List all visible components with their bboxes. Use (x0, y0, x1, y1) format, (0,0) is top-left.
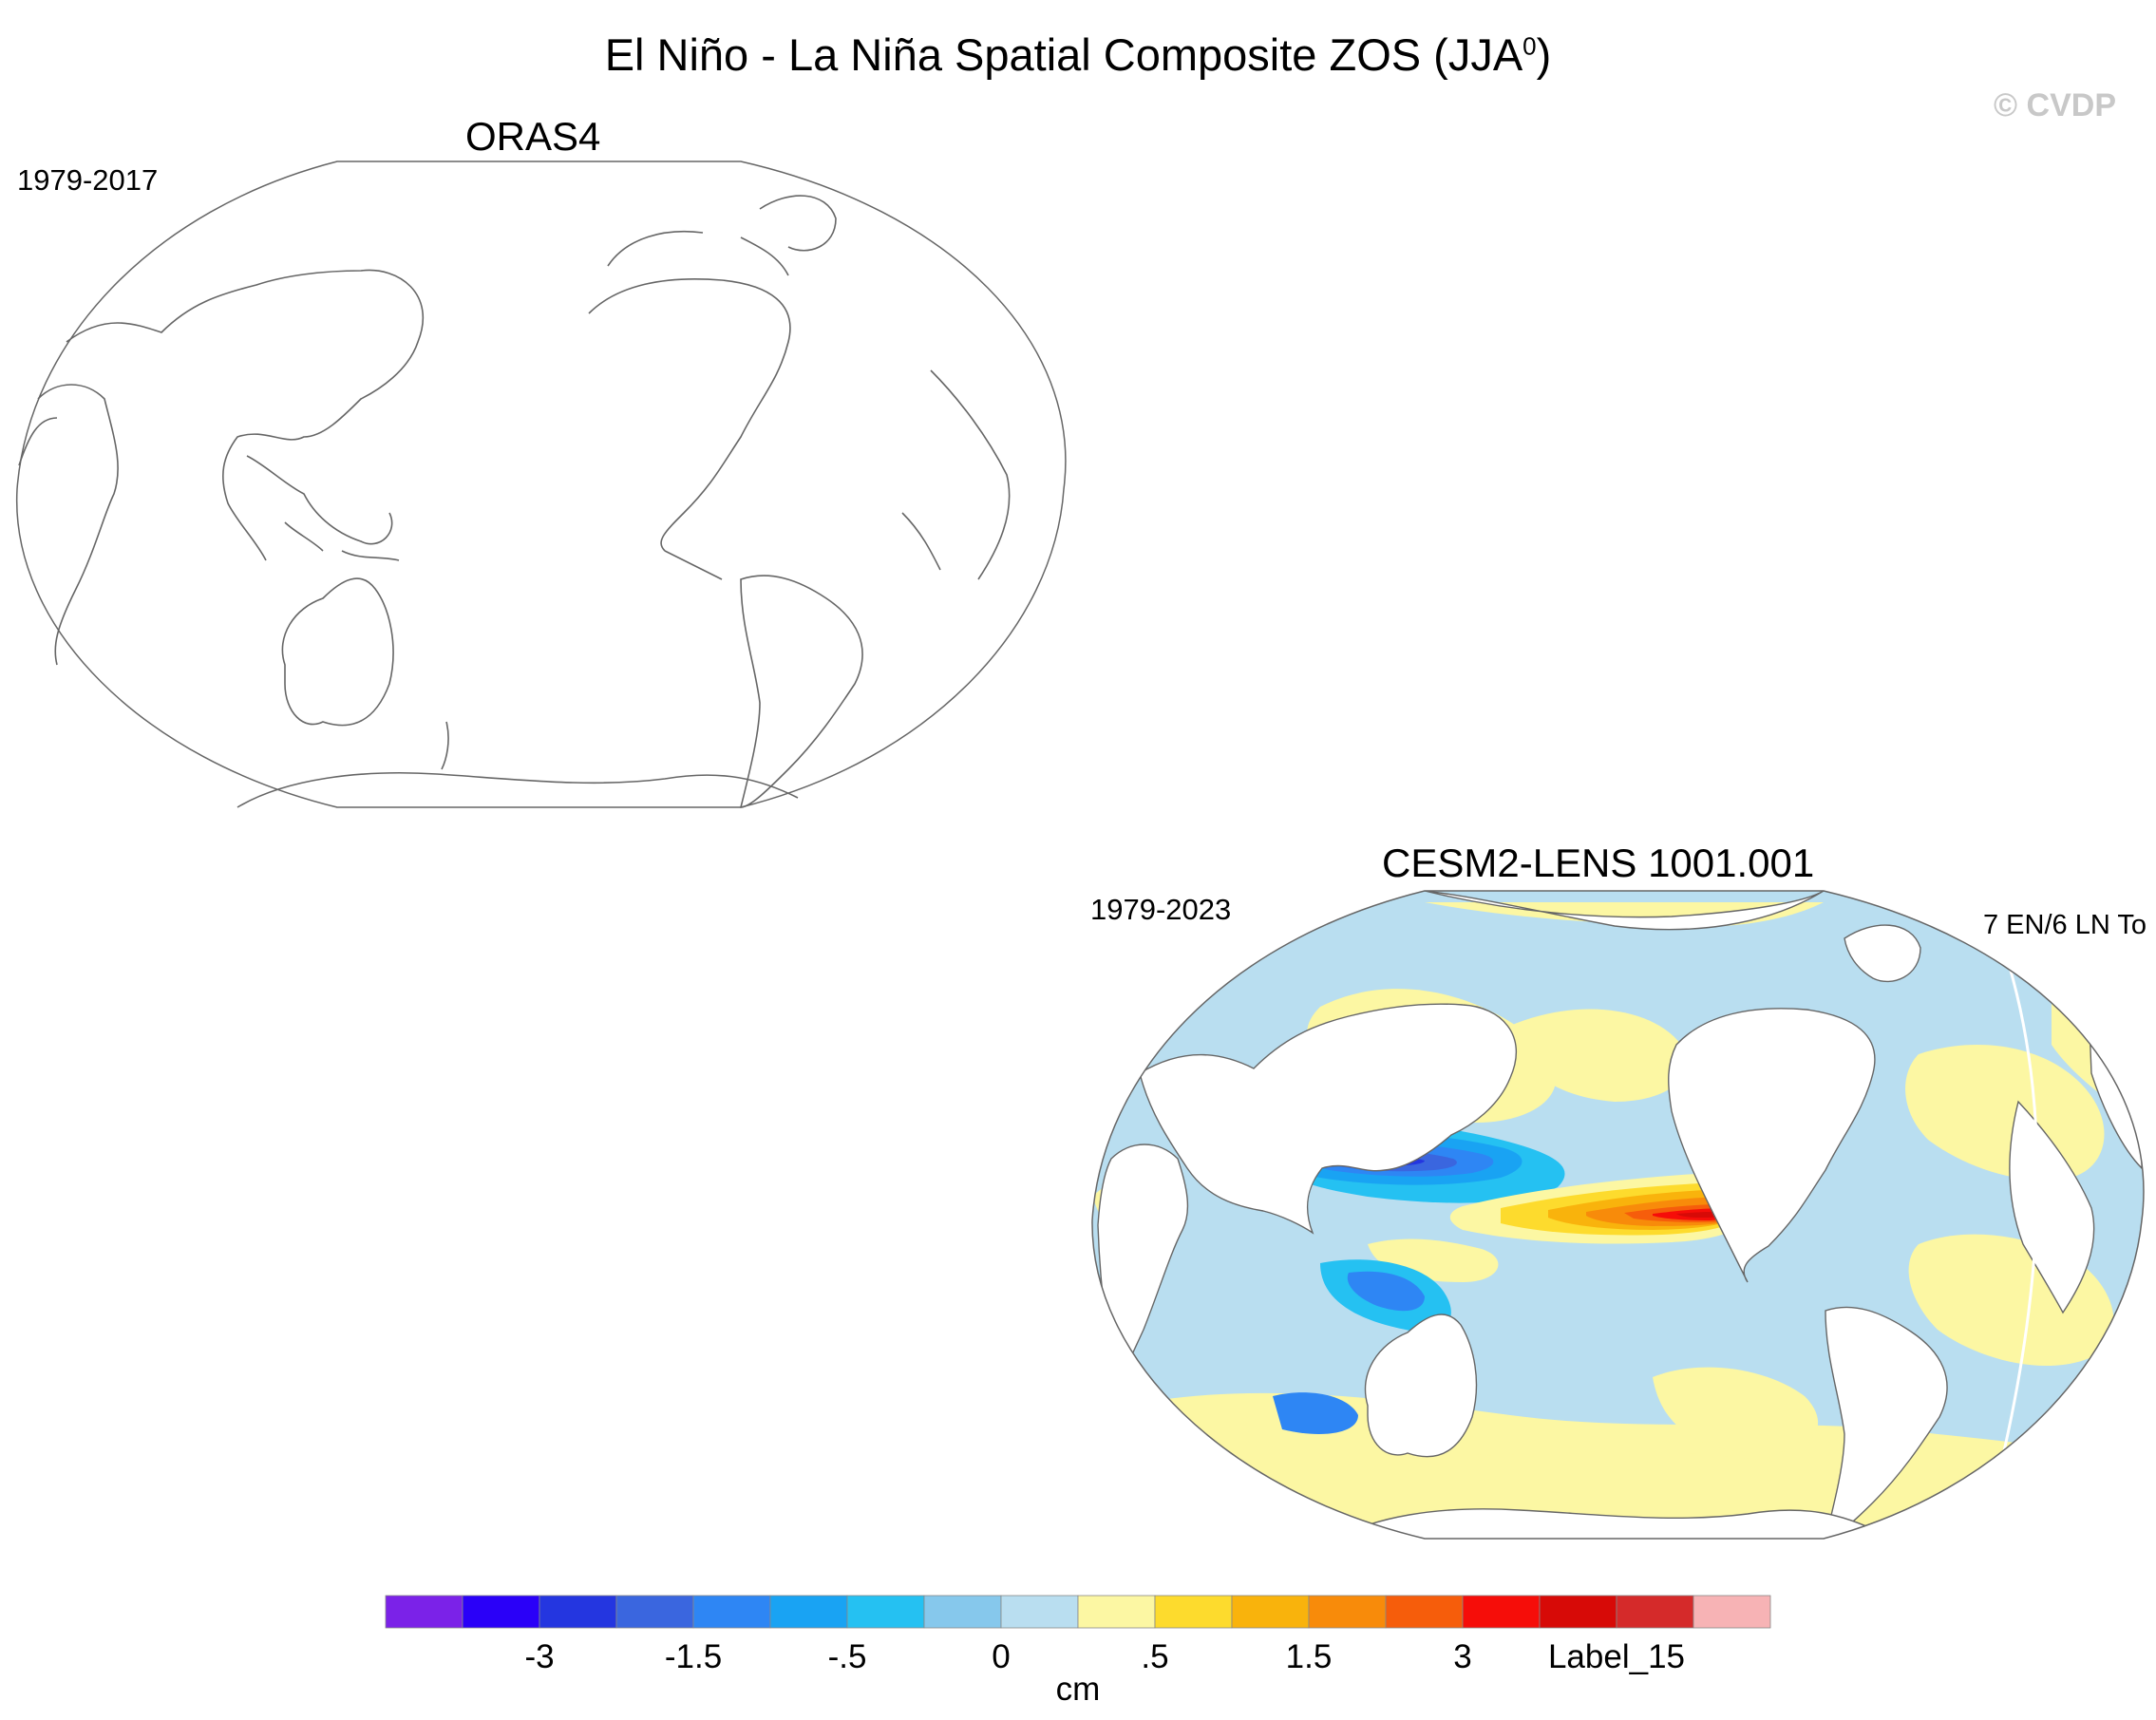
map-boundary (16, 161, 1067, 808)
colorbar-swatch (462, 1595, 540, 1629)
colorbar-swatch (769, 1595, 848, 1629)
colorbar-swatch (385, 1595, 463, 1629)
colorbar-swatches (385, 1595, 1771, 1629)
colorbar-units: cm (1056, 1671, 1101, 1708)
colorbar-swatch (1539, 1595, 1617, 1629)
panel-title-oras4: ORAS4 (465, 114, 601, 159)
colorbar-swatch (1385, 1595, 1464, 1629)
colorbar-tick-label: -3 (524, 1638, 554, 1675)
colorbar-swatch (1462, 1595, 1541, 1629)
colorbar-swatch (1231, 1595, 1310, 1629)
coastlines (18, 195, 1011, 808)
colorbar-swatch (1616, 1595, 1694, 1629)
colorbar-tick-label: 0 (992, 1638, 1010, 1675)
colorbar-swatch (846, 1595, 925, 1629)
colorbar-swatch (692, 1595, 771, 1629)
colorbar-swatch (1693, 1595, 1771, 1629)
colorbar-tick-label: 1.5 (1286, 1638, 1333, 1675)
colorbar-swatch (1000, 1595, 1079, 1629)
colorbar-tick-label: -.5 (828, 1638, 867, 1675)
sea-level-anomaly-field (1091, 891, 2144, 1539)
colorbar-tick-label: -1.5 (665, 1638, 722, 1675)
map-panel-cesm2 (1091, 890, 2145, 1540)
map-boundary (1091, 890, 2145, 1540)
land-masses (1097, 891, 2143, 1539)
colorbar-tick-label: 3 (1453, 1638, 1471, 1675)
map-panel-oras4 (16, 161, 1067, 808)
colorbar-tick-label: .5 (1141, 1638, 1168, 1675)
panel-title-cesm2: CESM2-LENS 1001.001 (1382, 841, 1815, 885)
colorbar-swatch (923, 1595, 1002, 1629)
colorbar-swatch (539, 1595, 617, 1629)
copyright-watermark: © CVDP (1994, 87, 2116, 123)
colorbar-swatch (615, 1595, 694, 1629)
period-label-oras4: 1979-2017 (17, 163, 159, 197)
colorbar-swatch (1308, 1595, 1387, 1629)
colorbar-swatch (1154, 1595, 1233, 1629)
event-count-label: 7 EN/6 LN To (1983, 910, 2147, 940)
colorbar-labels: -3 -1.5 -.5 0 .5 1.5 3 Label_15 (524, 1638, 1685, 1675)
colorbar-swatch (1077, 1595, 1156, 1629)
colorbar-tick-label: Label_15 (1548, 1638, 1685, 1675)
figure-title: El Niño - La Niña Spatial Composite ZOS … (604, 29, 1552, 80)
period-label-cesm2: 1979-2023 (1090, 893, 1232, 926)
